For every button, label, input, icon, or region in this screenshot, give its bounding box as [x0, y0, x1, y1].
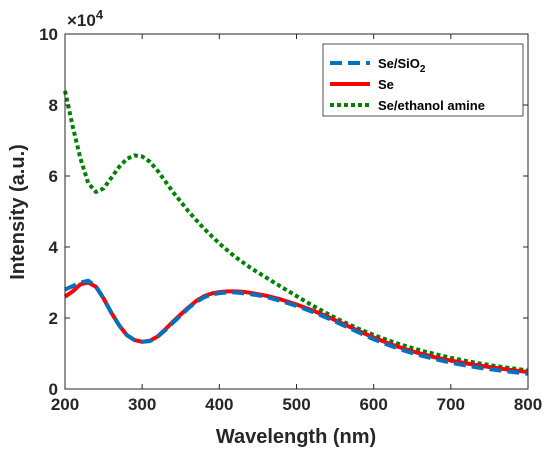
x-axis-label: Wavelength (nm) [216, 426, 376, 448]
y-tick-label: 2 [49, 309, 58, 328]
legend-label-0: Se/SiO2 [378, 56, 426, 75]
x-tick-label: 600 [359, 395, 387, 414]
x-tick-label: 800 [514, 395, 542, 414]
legend: Se/SiO2 Se Se/ethanol amine [322, 43, 524, 117]
y-tick-label: 6 [49, 167, 58, 186]
legend-label-1: Se [378, 77, 394, 92]
x-tick-label: 400 [205, 395, 233, 414]
y-tick-label: 8 [49, 96, 58, 115]
x-tick-label: 700 [437, 395, 465, 414]
x-tick-label: 500 [282, 395, 310, 414]
y-tick-label: 0 [49, 380, 58, 399]
y-tick-label: 4 [49, 238, 59, 257]
y-axis-label: Intensity (a.u.) [7, 144, 29, 280]
y-multiplier-label: ×104 [67, 7, 104, 30]
legend-label-2: Se/ethanol amine [378, 98, 485, 113]
series-line-2 [63, 90, 529, 373]
x-tick-label: 200 [51, 395, 79, 414]
series-layer [63, 90, 529, 376]
y-tick-label: 10 [39, 25, 58, 44]
series-line-0 [64, 278, 529, 376]
legend-box [322, 43, 524, 117]
x-tick-label: 300 [128, 395, 156, 414]
ticks-layer: 200 300 400 500 600 700 800 0 2 4 6 8 10 [39, 25, 542, 414]
